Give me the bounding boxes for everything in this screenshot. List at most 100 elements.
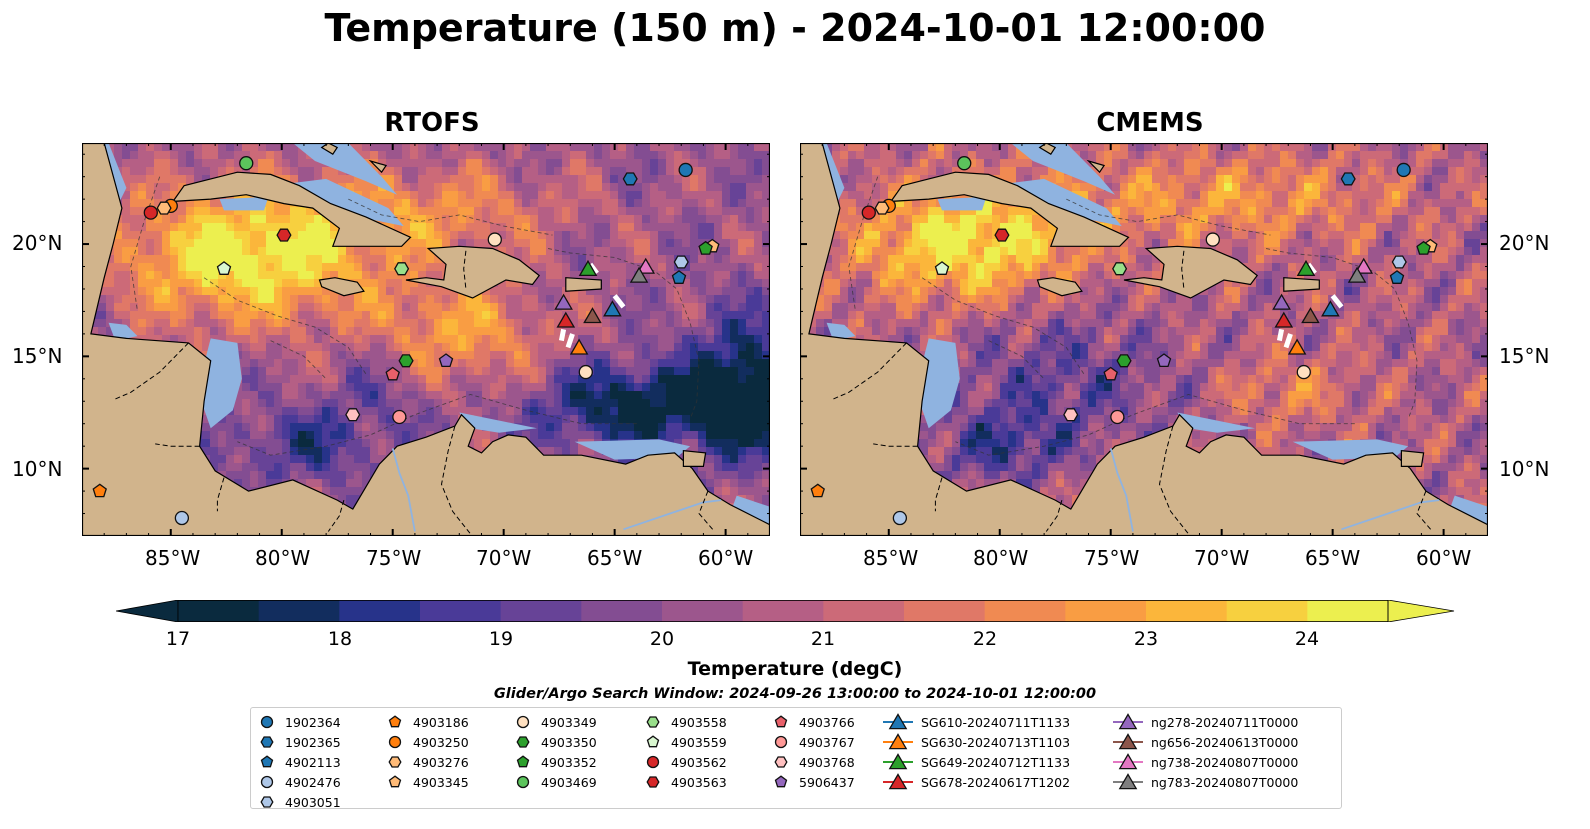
argo-float-marker-4903766 xyxy=(1103,366,1118,381)
colorbar-tick-22: 22 xyxy=(972,628,998,650)
colorbar-segment xyxy=(178,600,260,622)
legend-item: SG649-20240712T1133 xyxy=(883,752,1070,772)
argo-float-marker-4903563 xyxy=(276,228,292,242)
argo-float-marker-1902365 xyxy=(622,172,638,186)
land-mass xyxy=(565,277,602,292)
legend-item: 4902113 xyxy=(257,752,341,772)
glider-marker-ng738-20240807T0000 xyxy=(1354,257,1374,274)
colorbar-extend-high xyxy=(1387,600,1455,622)
legend-label: 4903352 xyxy=(541,754,597,770)
argo-float-marker-4902476 xyxy=(174,510,190,526)
glider-tracks xyxy=(1276,262,1344,349)
glider-marker-SG630-20240713T1103 xyxy=(569,338,589,355)
argo-float-marker-extra xyxy=(578,364,593,380)
legend-item: 4903350 xyxy=(513,732,597,752)
legend-item: 4903186 xyxy=(385,712,469,732)
legend-label: ng783-20240807T0000 xyxy=(1151,774,1299,790)
legend-marker-icon xyxy=(646,755,660,769)
bathymetry-contour-1000m xyxy=(548,248,700,420)
lat-label-10n-left: 10°N xyxy=(12,457,63,481)
glider-marker-ng278-20240711T0000 xyxy=(1272,293,1291,310)
glider-marker-SG649-20240712T1133 xyxy=(578,259,598,277)
legend-item: SG678-20240617T1202 xyxy=(883,772,1070,792)
glider-marker-ng656-20240613T0000 xyxy=(583,307,602,324)
lon-label-75w-left: 75°W xyxy=(366,546,422,570)
argo-float-marker-4903469 xyxy=(239,156,254,171)
legend-item: 4903345 xyxy=(385,772,469,792)
colorbar-tick-19: 19 xyxy=(488,628,514,650)
colorbar-segment xyxy=(904,600,986,622)
bathymetry-contour-1000m xyxy=(1066,198,1271,236)
legend-item: 4903349 xyxy=(513,712,597,732)
country-border xyxy=(1416,490,1433,532)
legend-marker-icon xyxy=(260,755,274,768)
argo-float-marker-4903350 xyxy=(1116,354,1132,368)
argo-float-marker-4903562 xyxy=(143,205,158,220)
argo-float-marker-4902113 xyxy=(671,270,687,284)
colorbar-segment xyxy=(823,600,905,622)
land-mass xyxy=(405,245,541,299)
legend-item: 4903767 xyxy=(771,732,855,752)
legend-item: SG630-20240713T1103 xyxy=(883,732,1070,752)
colorbar-segment xyxy=(258,600,340,622)
argo-float-marker-1902364 xyxy=(1396,162,1411,178)
legend-item: ng738-20240807T0000 xyxy=(1113,752,1298,772)
legend-item: 5906437 xyxy=(771,772,855,792)
glider-marker-SG649-20240712T1133 xyxy=(1296,259,1316,277)
legend-marker-icon xyxy=(883,713,913,730)
argo-float-marker-4903352 xyxy=(1416,240,1431,255)
country-border xyxy=(327,499,345,532)
bathymetry-contour-1000m xyxy=(270,340,327,380)
glider-track xyxy=(1276,328,1285,342)
legend-label: 4903559 xyxy=(671,734,727,750)
legend-marker-icon xyxy=(1113,733,1143,750)
colorbar-tick-20: 20 xyxy=(649,628,675,650)
argo-float-marker-1902365 xyxy=(1340,172,1356,186)
legend-label: 4903563 xyxy=(671,774,727,790)
bathymetry-contour-1000m xyxy=(130,176,161,312)
legend-marker-icon xyxy=(883,733,913,750)
map-ticks xyxy=(800,143,1488,536)
legend-item: 4903558 xyxy=(643,712,727,732)
legend-marker-icon xyxy=(260,715,274,729)
legend-column: 4903766 4903767 4903768 5906437 xyxy=(771,712,855,792)
colorbar-segment xyxy=(742,600,824,622)
argo-float-marker-4903276 xyxy=(874,201,890,215)
legend-label: 4903768 xyxy=(799,754,855,770)
panel-title-cmems: CMEMS xyxy=(1096,108,1204,138)
legend-marker-icon xyxy=(388,756,402,768)
legend-label: 5906437 xyxy=(799,774,855,790)
land-mass xyxy=(171,171,412,247)
land-mass xyxy=(1283,277,1320,292)
argo-float-marker-4903562 xyxy=(861,205,876,220)
shelf-shallow-water xyxy=(1010,143,1116,195)
panel-title-rtofs: RTOFS xyxy=(384,108,480,138)
legend-label: 4903250 xyxy=(413,734,469,750)
legend-marker-icon xyxy=(516,775,530,789)
country-border xyxy=(155,443,200,447)
legend-item: 4903469 xyxy=(513,772,597,792)
argo-float-marker-4903563 xyxy=(994,228,1010,242)
argo-float-marker-4903558 xyxy=(1112,262,1128,276)
glider-track xyxy=(1283,333,1293,349)
glider-marker-SG610-20240711T1133 xyxy=(603,300,622,317)
map-frame xyxy=(82,143,770,536)
lon-label-60w-left: 60°W xyxy=(698,546,754,570)
argo-float-marker-4903349 xyxy=(1205,232,1220,247)
country-border xyxy=(1181,250,1185,290)
glider-marker-ng656-20240613T0000 xyxy=(1301,307,1320,324)
legend-marker-icon xyxy=(646,716,660,728)
shelf-shallow-water xyxy=(826,322,856,341)
river xyxy=(391,448,416,532)
legend-column: 4903349 4903350 4903352 4903469 xyxy=(513,712,597,792)
legend-item: 4903051 xyxy=(257,792,341,812)
legend-label: 4903051 xyxy=(285,794,341,810)
country-border xyxy=(873,443,918,447)
shelf-shallow-water xyxy=(459,412,537,433)
lat-label-20n-right: 20°N xyxy=(1499,231,1550,255)
colorbar-tick-21: 21 xyxy=(810,628,836,650)
glider-marker-SG610-20240711T1133 xyxy=(1321,300,1340,317)
legend-marker-icon xyxy=(388,775,402,788)
legend-item: 4903768 xyxy=(771,752,855,772)
legend: 1902364 1902365 4902113 4902476 4903051 49031… xyxy=(250,707,1342,812)
